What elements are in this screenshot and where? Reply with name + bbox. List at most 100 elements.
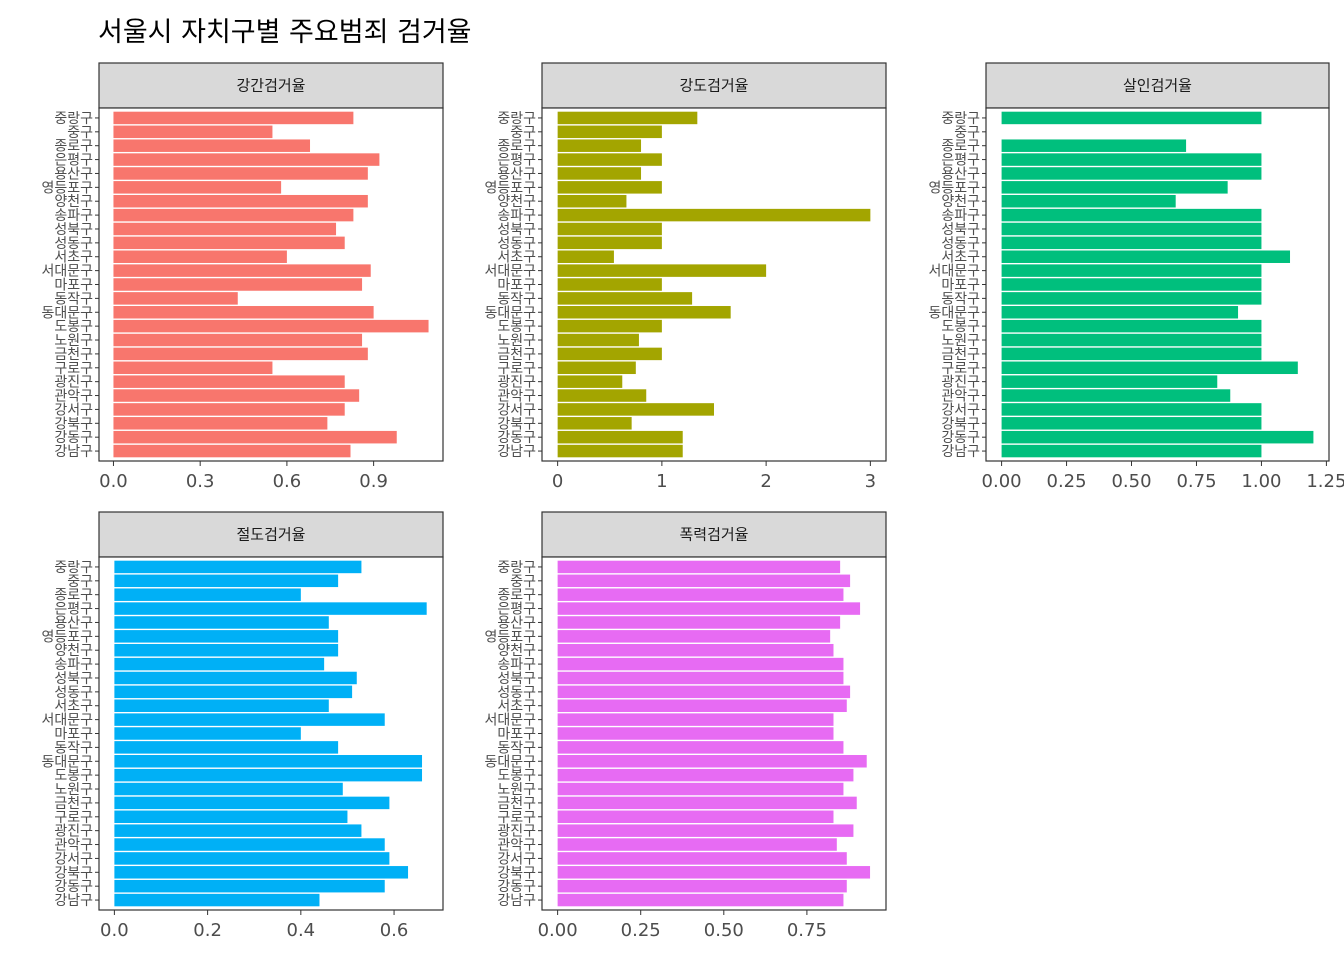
category-label: 강남구 bbox=[54, 444, 93, 460]
category-label: 광진구 bbox=[54, 824, 93, 840]
bar bbox=[114, 838, 385, 851]
category-label: 양천구 bbox=[497, 643, 536, 659]
bar bbox=[113, 417, 328, 430]
x-tick-label: 0.00 bbox=[982, 471, 1022, 492]
category-label: 동대문구 bbox=[41, 754, 93, 770]
x-tick-label: 0.50 bbox=[704, 920, 744, 941]
bar bbox=[557, 810, 834, 824]
panel-border bbox=[985, 107, 1330, 462]
bar bbox=[557, 292, 693, 305]
category-label: 성북구 bbox=[941, 222, 980, 238]
bar bbox=[114, 657, 325, 671]
bar bbox=[1001, 430, 1314, 444]
bar bbox=[113, 403, 345, 416]
category-label: 동대문구 bbox=[484, 754, 536, 770]
category-label: 은평구 bbox=[497, 153, 536, 169]
bar bbox=[114, 768, 423, 782]
category-label: 용산구 bbox=[941, 166, 980, 182]
bar bbox=[557, 782, 844, 796]
category-label: 금천구 bbox=[497, 796, 536, 812]
category-label: 중구 bbox=[510, 125, 536, 141]
bar bbox=[557, 250, 614, 263]
bar bbox=[114, 671, 357, 685]
bar bbox=[557, 389, 647, 402]
panel-border bbox=[541, 556, 887, 911]
bar bbox=[557, 333, 639, 347]
bar bbox=[113, 306, 374, 319]
bar bbox=[114, 796, 390, 810]
category-label: 금천구 bbox=[497, 347, 536, 363]
bar bbox=[557, 657, 844, 671]
x-tick-label: 0 bbox=[552, 471, 563, 492]
category-label: 강동구 bbox=[54, 430, 93, 446]
category-label: 동대문구 bbox=[928, 305, 980, 321]
category-label: 양천구 bbox=[941, 194, 980, 210]
category-label: 구로구 bbox=[54, 810, 93, 826]
bar bbox=[557, 699, 847, 712]
category-label: 용산구 bbox=[54, 166, 93, 182]
x-tick-label: 2 bbox=[760, 471, 771, 492]
bar bbox=[114, 852, 390, 865]
bar bbox=[114, 616, 329, 629]
category-label: 강남구 bbox=[54, 893, 93, 909]
facet-panel-3: 살인검거율강남구강동구강북구강서구관악구광진구구로구금천구노원구도봉구동대문구동… bbox=[928, 62, 1344, 492]
category-label: 금천구 bbox=[54, 347, 93, 363]
bar bbox=[113, 375, 345, 388]
bar bbox=[113, 250, 287, 263]
bar bbox=[114, 699, 329, 712]
category-label: 영등포구 bbox=[41, 180, 93, 196]
bar bbox=[114, 893, 320, 907]
category-label: 노원구 bbox=[54, 333, 93, 349]
category-label: 노원구 bbox=[941, 333, 980, 349]
x-tick-label: 0.00 bbox=[538, 920, 578, 941]
category-label: 서대문구 bbox=[928, 264, 980, 280]
bar bbox=[114, 574, 339, 588]
category-label: 송파구 bbox=[54, 208, 93, 224]
bar bbox=[557, 574, 851, 588]
category-label: 영등포구 bbox=[41, 629, 93, 645]
category-label: 금천구 bbox=[54, 796, 93, 812]
category-label: 광진구 bbox=[497, 375, 536, 391]
category-label: 중구 bbox=[510, 574, 536, 590]
bar bbox=[1001, 417, 1262, 430]
category-label: 광진구 bbox=[54, 375, 93, 391]
category-label: 노원구 bbox=[497, 333, 536, 349]
category-label: 서초구 bbox=[941, 250, 980, 266]
bar bbox=[114, 755, 423, 768]
category-label: 중구 bbox=[67, 125, 93, 141]
category-label: 성동구 bbox=[497, 685, 536, 701]
x-tick-label: 0.0 bbox=[99, 471, 128, 492]
category-label: 서초구 bbox=[497, 250, 536, 266]
category-label: 중랑구 bbox=[497, 560, 536, 576]
bar bbox=[113, 347, 368, 361]
x-tick-label: 0.25 bbox=[621, 920, 661, 941]
bar bbox=[113, 125, 273, 139]
category-label: 중랑구 bbox=[941, 111, 980, 127]
x-tick-label: 1.00 bbox=[1241, 471, 1281, 492]
facet-strip bbox=[541, 511, 887, 558]
category-label: 송파구 bbox=[497, 657, 536, 673]
bar bbox=[557, 347, 662, 361]
category-label: 강서구 bbox=[497, 851, 536, 867]
x-tick-label: 0.75 bbox=[787, 920, 827, 941]
bar bbox=[113, 194, 368, 208]
category-label: 서초구 bbox=[497, 699, 536, 715]
category-label: 강북구 bbox=[497, 865, 536, 881]
panel-border bbox=[541, 107, 887, 462]
bar bbox=[114, 879, 385, 893]
bar bbox=[557, 796, 857, 810]
category-label: 마포구 bbox=[941, 278, 980, 294]
bar bbox=[114, 713, 385, 726]
bar bbox=[557, 879, 847, 893]
bar bbox=[557, 208, 871, 222]
bar bbox=[1001, 319, 1262, 333]
bar bbox=[113, 444, 351, 458]
category-label: 관악구 bbox=[941, 389, 980, 405]
bar bbox=[1001, 403, 1262, 416]
category-label: 성동구 bbox=[54, 236, 93, 252]
category-label: 중구 bbox=[67, 574, 93, 590]
bar bbox=[1001, 278, 1262, 291]
category-label: 종로구 bbox=[54, 139, 93, 155]
bar bbox=[557, 643, 834, 657]
